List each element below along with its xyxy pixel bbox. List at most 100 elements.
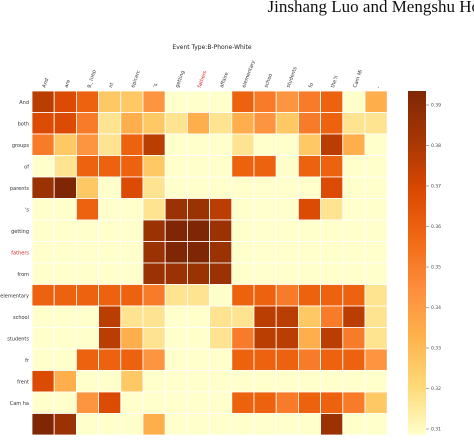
heatmap-cell xyxy=(53,370,77,393)
heatmap-cell xyxy=(98,413,122,436)
heatmap-cell xyxy=(364,133,388,156)
colorbar-tick-label: 0.34 xyxy=(431,305,441,311)
heatmap-cell xyxy=(164,90,188,113)
heatmap-cell xyxy=(76,370,100,393)
heatmap-cell xyxy=(164,155,188,178)
heatmap-cell xyxy=(164,262,188,285)
heatmap-cell xyxy=(53,155,77,178)
running-head: Jinshang Luo and Mengshu Ho xyxy=(267,0,474,16)
heatmap-cell xyxy=(209,198,233,221)
heatmap-cell xyxy=(186,198,210,221)
y-tick-label: fr xyxy=(25,358,30,364)
heatmap-cell xyxy=(186,348,210,371)
heatmap-cell xyxy=(275,198,299,221)
heatmap-cell xyxy=(297,370,321,393)
heatmap-cell xyxy=(253,112,277,135)
heatmap-cell xyxy=(253,176,277,199)
heatmap-cell xyxy=(120,198,144,221)
heatmap-cell xyxy=(120,391,144,414)
heatmap-cell xyxy=(297,241,321,264)
colorbar-tick-label: 0.35 xyxy=(431,265,441,271)
y-tick-label: students xyxy=(7,336,29,342)
heatmap-cell xyxy=(76,327,100,350)
heatmap-cell xyxy=(142,219,166,242)
heatmap-cell xyxy=(31,413,55,436)
x-tick-label: schoo xyxy=(263,73,274,89)
heatmap-cell xyxy=(320,219,344,242)
heatmap-cell xyxy=(364,219,388,242)
y-tick-label: school xyxy=(13,315,29,321)
heatmap-cell xyxy=(76,198,100,221)
heatmap-cell xyxy=(142,413,166,436)
heatmap-cell xyxy=(320,284,344,307)
heatmap-cell xyxy=(142,348,166,371)
heatmap-cell xyxy=(164,133,188,156)
heatmap-cell xyxy=(120,348,144,371)
heatmap-cell xyxy=(364,284,388,307)
heatmap-cell xyxy=(342,112,366,135)
heatmap-cell xyxy=(164,284,188,307)
heatmap-cell xyxy=(342,198,366,221)
heatmap-cell xyxy=(142,284,166,307)
heatmap-cell xyxy=(53,391,77,414)
heatmap-cell xyxy=(186,176,210,199)
heatmap-cell xyxy=(53,284,77,307)
heatmap-cell xyxy=(297,391,321,414)
heatmap-cell xyxy=(142,327,166,350)
heatmap-cell xyxy=(253,391,277,414)
heatmap-cell xyxy=(342,284,366,307)
heatmap-cell xyxy=(320,133,344,156)
heatmap-cell xyxy=(186,413,210,436)
heatmap-cell xyxy=(320,262,344,285)
heatmap-cell xyxy=(120,219,144,242)
heatmap-cell xyxy=(164,219,188,242)
colorbar-tick-label: 0.32 xyxy=(431,386,441,392)
heatmap-cell xyxy=(98,241,122,264)
heatmap-cell xyxy=(120,370,144,393)
heatmap-cell xyxy=(120,90,144,113)
heatmap-cell xyxy=(53,262,77,285)
heatmap-cell xyxy=(142,112,166,135)
heatmap-cell xyxy=(186,155,210,178)
heatmap-cell xyxy=(164,327,188,350)
heatmap-cell xyxy=(275,262,299,285)
heatmap-cell xyxy=(76,305,100,328)
colorbar-tick-label: 0.36 xyxy=(431,224,441,230)
heatmap-cell xyxy=(342,348,366,371)
heatmap-cell xyxy=(31,219,55,242)
heatmap-cell xyxy=(275,90,299,113)
heatmap-cell xyxy=(98,284,122,307)
y-tick-label: Cam ha xyxy=(10,401,29,407)
heatmap-cell xyxy=(342,133,366,156)
heatmap-cell xyxy=(275,112,299,135)
heatmap-cell xyxy=(31,241,55,264)
heatmap-cell xyxy=(31,370,55,393)
heatmap-cell xyxy=(142,176,166,199)
heatmap-cell xyxy=(320,112,344,135)
heatmap-cell xyxy=(297,176,321,199)
heatmap-cell xyxy=(76,262,100,285)
heatmap-cell xyxy=(253,284,277,307)
heatmap-cell xyxy=(231,327,255,350)
heatmap-cell xyxy=(209,391,233,414)
heatmap-cell xyxy=(275,155,299,178)
heatmap-cell xyxy=(164,112,188,135)
heatmap-cell xyxy=(275,305,299,328)
heatmap-cell xyxy=(98,305,122,328)
heatmap-cell xyxy=(142,262,166,285)
heatmap-cell xyxy=(342,413,366,436)
heatmap-cell xyxy=(253,262,277,285)
heatmap-cell xyxy=(164,198,188,221)
heatmap-cell xyxy=(275,348,299,371)
heatmap-cell xyxy=(364,112,388,135)
heatmap-cell xyxy=(76,413,100,436)
heatmap-cell xyxy=(297,219,321,242)
heatmap-cell xyxy=(186,262,210,285)
heatmap-cell xyxy=(342,262,366,285)
x-tick-label: , xyxy=(374,85,380,89)
heatmap-cell xyxy=(297,133,321,156)
heatmap-cell xyxy=(76,241,100,264)
y-tick-label: 's xyxy=(25,207,29,213)
heatmap-cell xyxy=(209,241,233,264)
heatmap-cell xyxy=(31,327,55,350)
